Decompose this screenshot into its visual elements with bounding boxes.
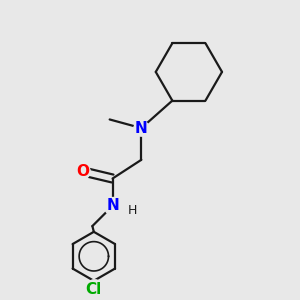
Text: H: H	[128, 204, 137, 217]
Text: Cl: Cl	[86, 282, 102, 297]
Text: N: N	[135, 121, 148, 136]
Text: N: N	[106, 198, 119, 213]
Text: O: O	[76, 164, 89, 179]
